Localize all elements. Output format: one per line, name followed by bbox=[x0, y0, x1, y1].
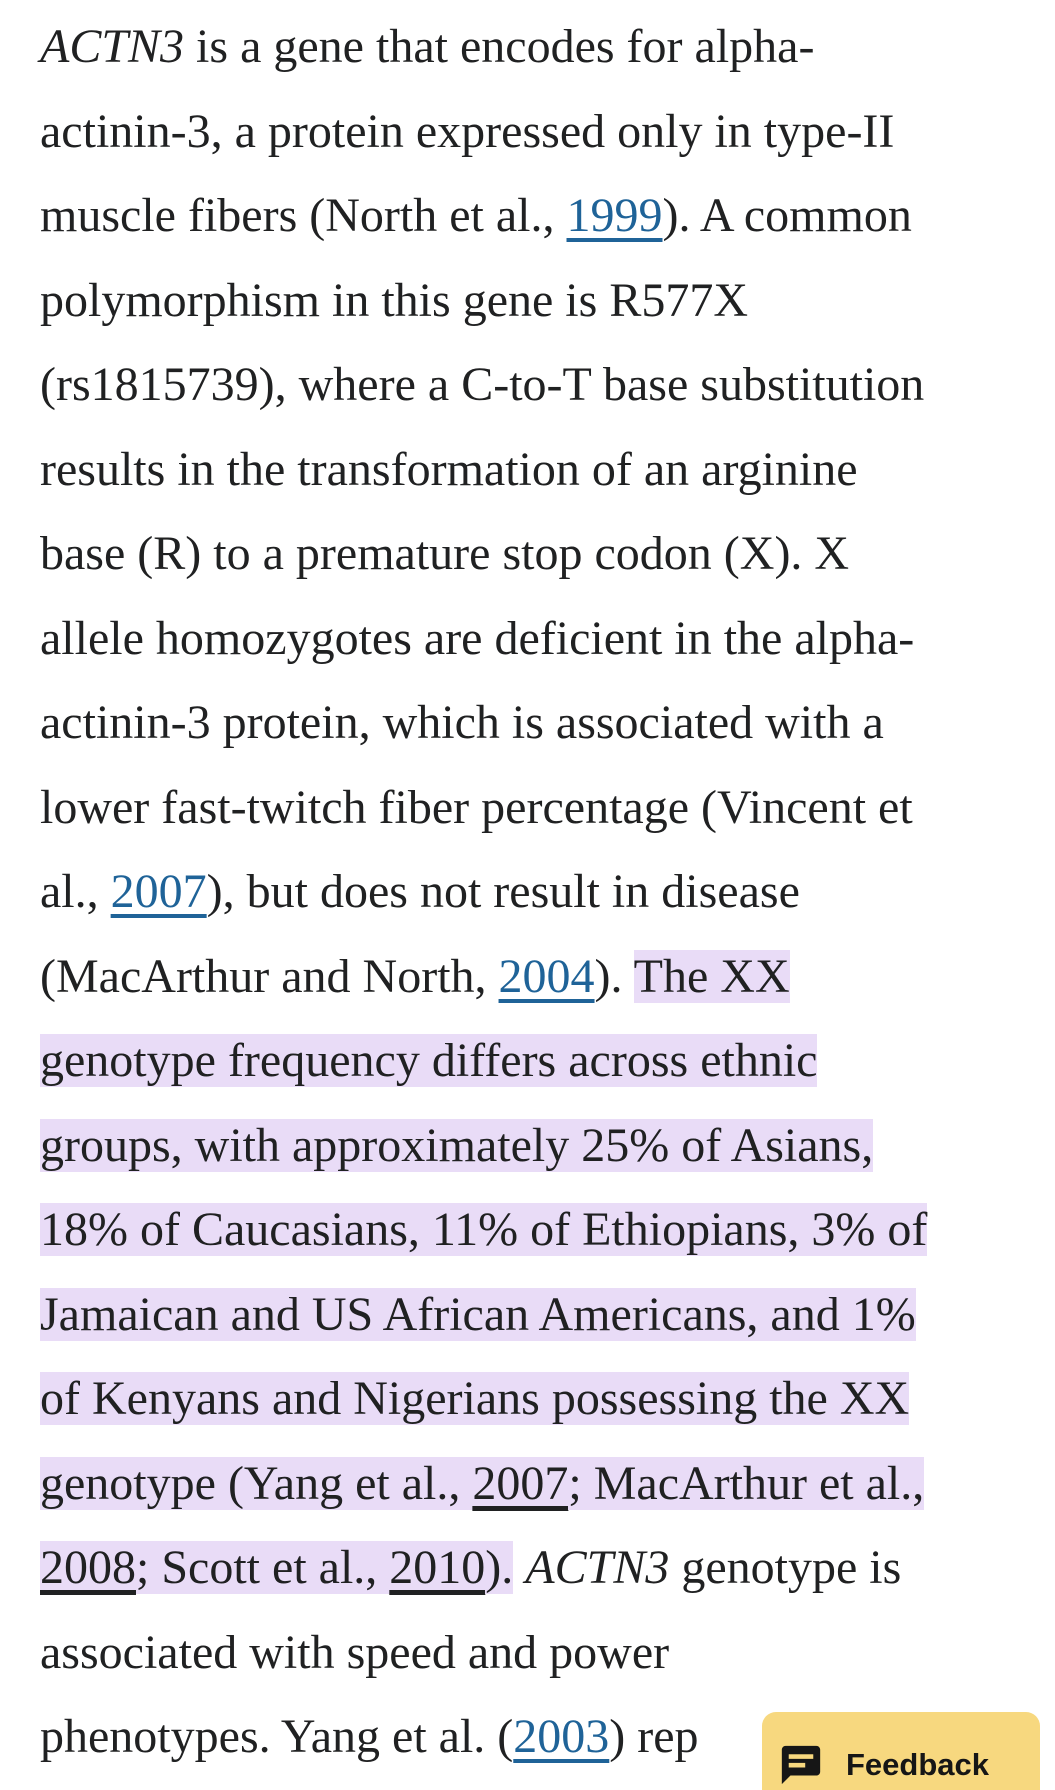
highlighted-text: ; Scott et al., bbox=[136, 1541, 390, 1594]
highlighted-text: of Kenyans and Nigerians possessing the … bbox=[40, 1372, 910, 1425]
text-run: lower fast-twitch fiber percentage (Vinc… bbox=[40, 780, 913, 834]
text-run: associated with speed and power bbox=[40, 1625, 670, 1679]
feedback-button[interactable]: Feedback bbox=[762, 1712, 1040, 1790]
text-run: genotype is bbox=[669, 1541, 902, 1594]
citation-link[interactable]: 2004 bbox=[498, 949, 595, 1003]
citation-link[interactable]: 2007 bbox=[110, 865, 207, 918]
text-run: al., bbox=[40, 865, 111, 918]
gene-name-italic: ACTN3 bbox=[525, 1541, 670, 1594]
text-line: phenotypes. Yang et al. (2003) rep bbox=[40, 1695, 1055, 1780]
text-line: of Kenyans and Nigerians possessing the … bbox=[40, 1357, 1055, 1442]
text-run: ). bbox=[594, 949, 634, 1003]
text-run: phenotypes. Yang et al. ( bbox=[40, 1710, 514, 1763]
feedback-bubble-icon bbox=[781, 1745, 821, 1785]
text-line: associated with speed and power bbox=[40, 1611, 1055, 1696]
text-line: actinin-3 protein, which is associated w… bbox=[40, 681, 1055, 766]
text-run: ). A common bbox=[662, 189, 912, 242]
text-line: results in the transformation of an argi… bbox=[40, 428, 1055, 513]
text-line: lower fast-twitch fiber percentage (Vinc… bbox=[40, 766, 1055, 851]
text-run: (MacArthur and North, bbox=[40, 949, 499, 1003]
text-run: ) rep bbox=[609, 1710, 699, 1763]
text-line: groups, with approximately 25% of Asians… bbox=[40, 1104, 1055, 1189]
text-run: allele homozygotes are deficient in the … bbox=[40, 611, 915, 665]
text-line: base (R) to a premature stop codon (X). … bbox=[40, 512, 1055, 597]
citation-link[interactable]: 2003 bbox=[513, 1710, 610, 1763]
highlighted-text: The XX bbox=[633, 949, 790, 1003]
highlighted-text: genotype frequency differs across ethnic bbox=[40, 1034, 818, 1087]
text-run: results in the transformation of an argi… bbox=[40, 442, 858, 496]
highlighted-citation-link[interactable]: 2007 bbox=[472, 1456, 569, 1510]
text-line: actinin-3, a protein expressed only in t… bbox=[40, 90, 1055, 175]
text-run: is a gene that encodes for alpha- bbox=[184, 20, 815, 73]
highlighted-citation-link[interactable]: 2010 bbox=[389, 1541, 486, 1594]
text-line: ACTN3 is a gene that encodes for alpha- bbox=[40, 5, 1055, 90]
text-line: genotype (Yang et al., 2007; MacArthur e… bbox=[40, 1442, 1055, 1527]
gene-name-italic: ACTN3 bbox=[40, 20, 185, 73]
text-line: polymorphism in this gene is R577X bbox=[40, 259, 1055, 344]
text-run: polymorphism in this gene is R577X bbox=[40, 273, 748, 327]
article-text: ACTN3 is a gene that encodes for alpha-a… bbox=[40, 5, 1055, 1780]
text-line: allele homozygotes are deficient in the … bbox=[40, 597, 1055, 682]
highlighted-text: 18% of Caucasians, 11% of Ethiopians, 3%… bbox=[40, 1203, 928, 1256]
feedback-button-label: Feedback bbox=[846, 1747, 990, 1782]
highlighted-text: genotype (Yang et al., bbox=[40, 1456, 473, 1510]
text-run: ), but does not result in disease bbox=[206, 865, 800, 918]
text-run: (rs1815739), where a C-to-T base substit… bbox=[40, 358, 925, 411]
highlighted-text: groups, with approximately 25% of Asians… bbox=[40, 1118, 874, 1172]
text-run: base (R) to a premature stop codon (X). … bbox=[40, 527, 850, 580]
text-run: actinin-3 protein, which is associated w… bbox=[40, 696, 884, 749]
text-line: al., 2007), but does not result in disea… bbox=[40, 850, 1055, 935]
highlighted-text: ; MacArthur et al., bbox=[568, 1456, 925, 1510]
highlighted-text: Jamaican and US African Americans, and 1… bbox=[40, 1287, 916, 1341]
text-line: Jamaican and US African Americans, and 1… bbox=[40, 1273, 1055, 1358]
text-line: 18% of Caucasians, 11% of Ethiopians, 3%… bbox=[40, 1188, 1055, 1273]
text-run: actinin-3, a protein expressed only in t… bbox=[40, 104, 895, 158]
text-line: muscle fibers (North et al., 1999). A co… bbox=[40, 174, 1055, 259]
citation-link[interactable]: 1999 bbox=[566, 189, 663, 242]
text-run: muscle fibers (North et al., bbox=[40, 189, 567, 242]
highlighted-text: ). bbox=[485, 1541, 514, 1594]
text-line: (MacArthur and North, 2004). The XX bbox=[40, 935, 1055, 1020]
text-line: genotype frequency differs across ethnic bbox=[40, 1019, 1055, 1104]
text-run bbox=[513, 1541, 525, 1594]
text-line: 2008; Scott et al., 2010). ACTN3 genotyp… bbox=[40, 1526, 1055, 1611]
highlighted-citation-link[interactable]: 2008 bbox=[40, 1541, 136, 1594]
text-line: (rs1815739), where a C-to-T base substit… bbox=[40, 343, 1055, 428]
